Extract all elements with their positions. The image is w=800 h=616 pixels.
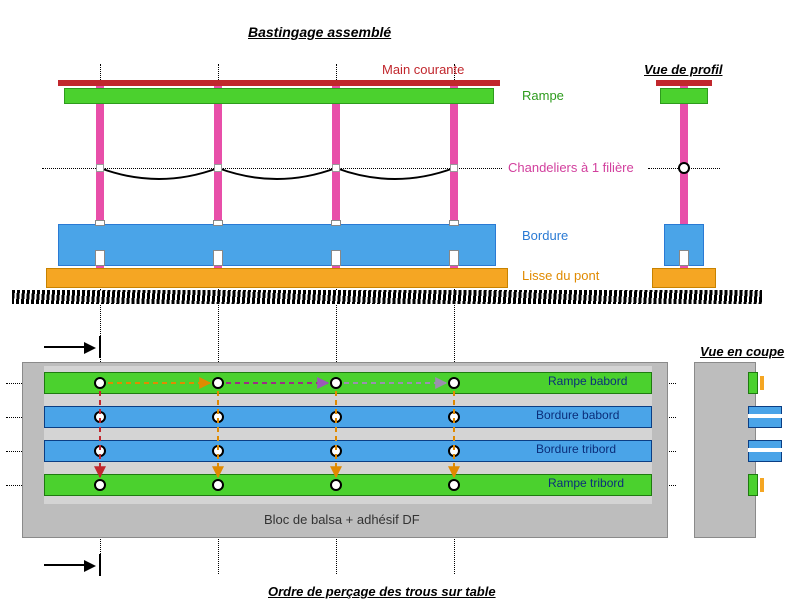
label-stanchions: Chandeliers à 1 filière <box>508 160 634 175</box>
arrow-top-stop <box>99 336 101 358</box>
border-strip <box>58 224 496 266</box>
border-slot-2 <box>213 250 223 266</box>
profile-border-slot <box>679 250 689 266</box>
border-tab-2 <box>213 220 223 226</box>
hole-r3-c1 <box>94 445 106 457</box>
label-ramp: Rampe <box>522 88 564 103</box>
label-handrail: Main courante <box>382 62 464 77</box>
hole-r2-c1 <box>94 411 106 423</box>
border-slot-1 <box>95 250 105 266</box>
section-block <box>694 362 756 538</box>
hole-r3-c3 <box>330 445 342 457</box>
hole-r4-c4 <box>448 479 460 491</box>
hole-r3-c4 <box>448 445 460 457</box>
lisse-strip <box>46 268 508 288</box>
hole-r4-c2 <box>212 479 224 491</box>
border-tab-3 <box>331 220 341 226</box>
border-tab-4 <box>449 220 459 226</box>
label-border: Bordure <box>522 228 568 243</box>
balsa-label: Bloc de balsa + adhésif DF <box>264 512 420 527</box>
row-label-border-stbd: Bordure tribord <box>536 442 616 456</box>
filiere-node-2 <box>214 164 222 172</box>
hole-r1-c3 <box>330 377 342 389</box>
row-label-ramp-port: Rampe babord <box>548 374 627 388</box>
border-tab-1 <box>95 220 105 226</box>
arrow-bot-shaft <box>44 564 84 566</box>
arrow-bot-stop <box>99 554 101 576</box>
hole-r1-c4 <box>448 377 460 389</box>
hole-r3-c2 <box>212 445 224 457</box>
hole-r1-c2 <box>212 377 224 389</box>
profile-lisse <box>652 268 716 288</box>
section-lisse-1 <box>760 376 764 390</box>
filiere-node-1 <box>96 164 104 172</box>
hole-r2-c3 <box>330 411 342 423</box>
deck-hatch-front <box>12 290 762 304</box>
filiere-node-4 <box>450 164 458 172</box>
section-mid-1 <box>748 414 782 418</box>
title-drill-order: Ordre de perçage des trous sur table <box>268 584 496 599</box>
label-deck: Lisse du pont <box>522 268 599 283</box>
row-label-border-port: Bordure babord <box>536 408 619 422</box>
profile-filiere-circle <box>678 162 690 174</box>
section-ramp-port <box>748 372 758 394</box>
border-slot-4 <box>449 250 459 266</box>
hole-r2-c2 <box>212 411 224 423</box>
hole-r1-c1 <box>94 377 106 389</box>
hole-r4-c3 <box>330 479 342 491</box>
arrow-top-shaft <box>44 346 84 348</box>
section-lisse-2 <box>760 478 764 492</box>
profile-ramp <box>660 88 708 104</box>
arrow-bot-head <box>84 560 96 572</box>
profile-handrail <box>656 80 712 86</box>
border-slot-3 <box>331 250 341 266</box>
hole-r2-c4 <box>448 411 460 423</box>
row-label-ramp-stbd: Rampe tribord <box>548 476 624 490</box>
section-mid-2 <box>748 448 782 452</box>
title-section: Vue en coupe <box>700 344 784 359</box>
filiere-node-3 <box>332 164 340 172</box>
hole-r4-c1 <box>94 479 106 491</box>
arrow-top-head <box>84 342 96 354</box>
section-ramp-stbd <box>748 474 758 496</box>
